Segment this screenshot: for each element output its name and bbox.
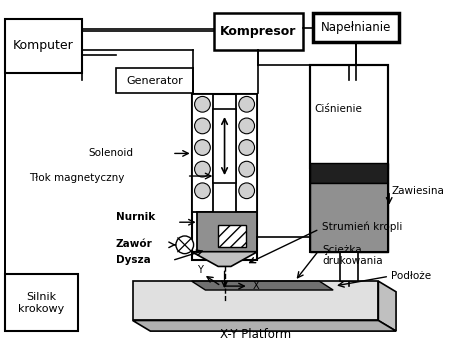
Text: Kompresor: Kompresor xyxy=(220,25,297,38)
Text: Zawiesina: Zawiesina xyxy=(391,186,444,196)
Text: Strumień kropli: Strumień kropli xyxy=(322,222,403,233)
Bar xyxy=(133,281,379,321)
Polygon shape xyxy=(192,281,333,290)
Text: Dysza: Dysza xyxy=(116,255,151,265)
Circle shape xyxy=(176,236,193,254)
Bar xyxy=(5,274,78,331)
Text: Şcieżka
drukowania: Şcieżka drukowania xyxy=(322,245,383,266)
Bar xyxy=(5,19,81,73)
Bar xyxy=(309,183,388,252)
Bar xyxy=(192,95,258,259)
Text: Tłok magnetyczny: Tłok magnetyczny xyxy=(30,173,125,183)
Bar xyxy=(309,163,388,183)
Circle shape xyxy=(239,140,254,155)
Text: Generator: Generator xyxy=(126,76,182,86)
Bar xyxy=(340,252,358,281)
Polygon shape xyxy=(192,252,258,266)
Text: X-Y Platform: X-Y Platform xyxy=(220,328,291,341)
Text: Podłoże: Podłoże xyxy=(391,271,431,281)
Circle shape xyxy=(239,96,254,112)
Bar xyxy=(218,225,246,247)
Bar xyxy=(116,68,192,93)
Bar xyxy=(313,13,399,42)
Circle shape xyxy=(195,118,210,134)
Bar xyxy=(309,65,388,168)
Circle shape xyxy=(195,140,210,155)
Bar xyxy=(236,95,258,213)
Circle shape xyxy=(239,161,254,177)
Polygon shape xyxy=(133,321,396,331)
Text: Y: Y xyxy=(197,265,202,275)
Text: Solenoid: Solenoid xyxy=(88,148,133,158)
Bar xyxy=(197,213,258,252)
Bar xyxy=(213,109,236,183)
Text: Nurnik: Nurnik xyxy=(116,212,155,222)
Circle shape xyxy=(195,161,210,177)
Bar xyxy=(192,95,213,213)
Text: Komputer: Komputer xyxy=(13,39,74,52)
Bar xyxy=(214,13,303,50)
Polygon shape xyxy=(379,281,396,331)
Circle shape xyxy=(239,118,254,134)
Text: Ciśnienie: Ciśnienie xyxy=(314,104,362,114)
Text: Napełnianie: Napełnianie xyxy=(321,21,391,34)
Text: Silnik
krokowy: Silnik krokowy xyxy=(18,292,65,314)
Circle shape xyxy=(239,183,254,199)
Circle shape xyxy=(195,96,210,112)
Bar xyxy=(309,65,388,252)
Circle shape xyxy=(195,183,210,199)
Text: Zawór: Zawór xyxy=(116,239,153,249)
Text: X: X xyxy=(253,281,259,291)
